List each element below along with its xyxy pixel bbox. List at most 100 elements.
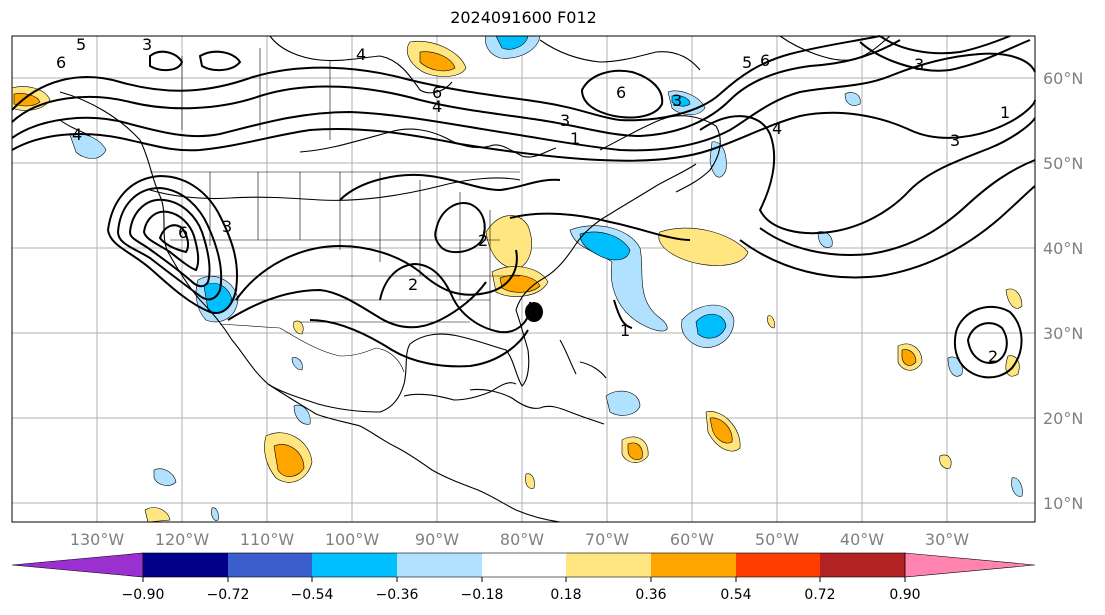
contour-line bbox=[966, 322, 1008, 364]
graticule bbox=[12, 36, 1035, 522]
shade-patch bbox=[671, 95, 691, 107]
lon-label: 30°W bbox=[925, 530, 969, 549]
contour-line bbox=[953, 305, 1023, 379]
contour-line bbox=[11, 39, 901, 138]
shade-patch bbox=[605, 390, 641, 416]
contour-label: 1 bbox=[1000, 103, 1010, 122]
shade-patch bbox=[485, 215, 532, 269]
contour-label: 6 bbox=[760, 51, 770, 70]
shade-patch bbox=[817, 231, 833, 248]
shade-patch bbox=[273, 444, 305, 477]
contour-line bbox=[879, 35, 1011, 55]
shade-patch bbox=[579, 231, 631, 261]
lon-label: 130°W bbox=[70, 530, 125, 549]
shade-patch bbox=[695, 313, 727, 339]
contour-label: 5 bbox=[76, 35, 86, 54]
colorbar-tick-label: −0.54 bbox=[291, 587, 334, 603]
contour-line bbox=[116, 186, 223, 301]
colorbar-tick-label: 0.72 bbox=[804, 587, 835, 603]
lat-label: 20°N bbox=[1043, 409, 1083, 428]
contour-line bbox=[149, 50, 184, 72]
lon-label: 70°W bbox=[585, 530, 629, 549]
contour-label: 4 bbox=[72, 125, 82, 144]
colorbar-segment bbox=[736, 553, 820, 577]
colorbar-segment bbox=[312, 553, 397, 577]
map-title: 2024091600 F012 bbox=[450, 8, 597, 27]
shade-patch bbox=[153, 468, 177, 486]
contour-line bbox=[128, 198, 211, 288]
contour-label: 4 bbox=[356, 45, 366, 64]
lon-label: 50°W bbox=[755, 530, 799, 549]
colorbar-segment bbox=[820, 553, 905, 577]
contour-label: 6 bbox=[56, 53, 66, 72]
shade-patch bbox=[658, 227, 749, 266]
colorbar-frame bbox=[142, 552, 906, 578]
contour-line bbox=[339, 174, 561, 201]
contour-line bbox=[198, 50, 242, 72]
colorbar-segment bbox=[566, 553, 651, 577]
colorbar: −0.90 −0.72 −0.54 −0.36 −0.18 0.18 0.36 … bbox=[11, 552, 1036, 603]
contour-line bbox=[235, 244, 518, 301]
contour-line bbox=[227, 281, 487, 329]
shade-patch bbox=[211, 507, 219, 521]
contour-label: 4 bbox=[432, 97, 442, 116]
contour-line bbox=[11, 35, 881, 122]
lon-label: 60°W bbox=[670, 530, 714, 549]
colorbar-tick-label: −0.18 bbox=[461, 587, 504, 603]
colorbar-segment bbox=[397, 553, 482, 577]
lon-label: 110°W bbox=[240, 530, 295, 549]
contour-line bbox=[11, 52, 1036, 152]
lon-label: 120°W bbox=[155, 530, 210, 549]
contour-label: 2 bbox=[478, 231, 488, 250]
contour-label: 2 bbox=[408, 275, 418, 294]
map-frame bbox=[11, 35, 1036, 523]
contour-line bbox=[699, 115, 1036, 235]
contour-line bbox=[759, 159, 1036, 256]
political-borders bbox=[150, 48, 520, 373]
colorbar-segment bbox=[651, 553, 736, 577]
longitude-labels: 130°W 120°W 110°W 100°W 90°W 80°W 70°W 6… bbox=[70, 530, 969, 549]
colorbar-segment bbox=[482, 553, 566, 577]
colorbar-tick-label: 0.36 bbox=[635, 587, 666, 603]
lat-label: 30°N bbox=[1043, 324, 1083, 343]
shade-patch bbox=[293, 404, 311, 425]
shade-patch bbox=[709, 417, 733, 444]
lon-label: 100°W bbox=[325, 530, 380, 549]
contour-label: 3 bbox=[914, 55, 924, 74]
lat-label: 50°N bbox=[1043, 154, 1083, 173]
shade-patch bbox=[1011, 477, 1023, 497]
contour-line bbox=[739, 185, 1036, 279]
lon-label: 80°W bbox=[500, 530, 544, 549]
lat-label: 40°N bbox=[1043, 239, 1083, 258]
colorbar-tick-label: 0.90 bbox=[889, 587, 920, 603]
lon-label: 40°W bbox=[840, 530, 884, 549]
contour-label: 4 bbox=[772, 119, 782, 138]
colorbar-segment bbox=[11, 552, 144, 578]
contour-label: 6 bbox=[432, 83, 442, 102]
colorbar-segment bbox=[228, 553, 312, 577]
contour-label: 2 bbox=[988, 347, 998, 366]
contour-line bbox=[379, 262, 532, 334]
contour-label: 3 bbox=[142, 35, 152, 54]
shade-patch bbox=[144, 507, 171, 523]
colorbar-tick-label: −0.72 bbox=[207, 587, 250, 603]
shade-patch bbox=[627, 442, 643, 460]
contour-label: 3 bbox=[672, 91, 682, 110]
shade-patch bbox=[767, 315, 775, 329]
contour-line bbox=[509, 212, 691, 241]
colorbar-tick-label: 0.54 bbox=[720, 587, 751, 603]
contour-label: 5 bbox=[742, 53, 752, 72]
contour-label: 1 bbox=[620, 321, 630, 340]
lon-label: 90°W bbox=[415, 530, 459, 549]
contour-label: 3 bbox=[560, 111, 570, 130]
shade-patch bbox=[947, 356, 963, 377]
contour-line bbox=[158, 224, 190, 254]
shade-patch bbox=[901, 349, 917, 366]
colorbar-segment bbox=[143, 553, 228, 577]
colorbar-tick-label: −0.36 bbox=[376, 587, 419, 603]
contour-line bbox=[859, 39, 1031, 72]
contour-label: 6 bbox=[616, 83, 626, 102]
contour-line bbox=[434, 202, 486, 254]
lat-label: 60°N bbox=[1043, 69, 1083, 88]
